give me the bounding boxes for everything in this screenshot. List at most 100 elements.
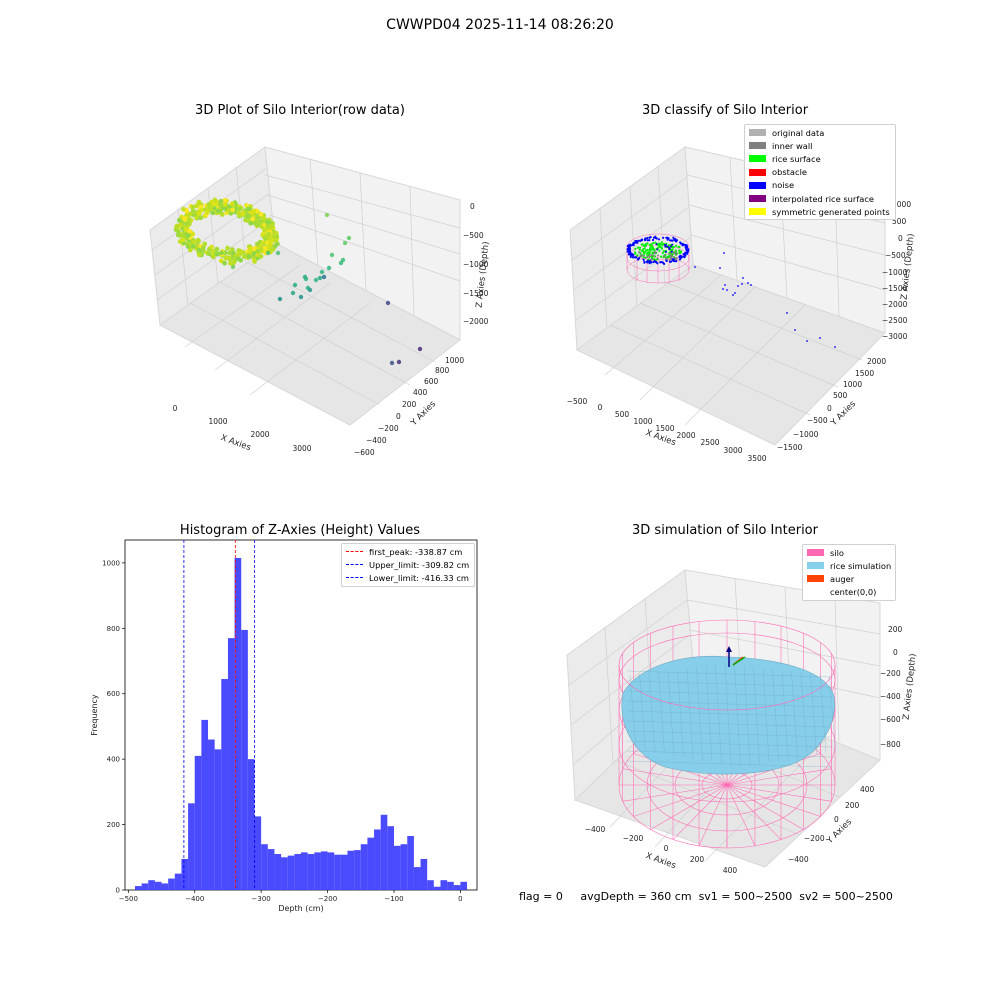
noise-point: [794, 329, 796, 331]
classify-legend: original data inner wall rice surface ob…: [744, 124, 896, 221]
legend-label: center(0,0): [830, 587, 877, 598]
rice-mesh-line: [626, 670, 832, 678]
raw-y-tick: 200: [402, 400, 417, 409]
raw-point: [266, 231, 272, 237]
inner-wall-point: [648, 255, 651, 258]
inner-wall-point: [675, 257, 678, 260]
histogram-bar: [148, 880, 155, 890]
raw-point: [183, 227, 189, 232]
raw-sparse-point: [342, 240, 348, 246]
raw-y-tick: −200: [378, 424, 399, 433]
rice-mesh-line: [743, 665, 751, 766]
classify-x-tick: −500: [567, 397, 588, 406]
noise-point: [652, 260, 655, 264]
raw-point: [229, 201, 235, 207]
raw-sparse-point: [346, 235, 352, 241]
raw-sparse-point: [290, 290, 296, 296]
histogram-x-tick-label: −500: [119, 895, 138, 903]
noise-point: [646, 239, 649, 242]
inner-wall-point: [646, 256, 649, 259]
noise-point: [657, 238, 661, 241]
silo-bottom-spoke: [726, 784, 782, 840]
classify-x-tick: 2500: [700, 438, 719, 447]
raw-sparse-point: [321, 274, 327, 280]
raw-point: [254, 241, 260, 247]
legend-label: noise: [772, 180, 795, 191]
simulation-x-tick: 400: [723, 866, 738, 875]
simulation-y-tick: 400: [860, 785, 875, 794]
classify-y-tick: −1000: [793, 430, 819, 439]
simulation-plot-title: 3D simulation of Silo Interior: [632, 523, 818, 538]
raw-sparse-point: [265, 250, 271, 256]
noise-point: [742, 277, 744, 279]
rice-surface-point: [651, 246, 655, 249]
raw-point: [266, 235, 272, 241]
classify-z-tick: −1500: [882, 284, 908, 293]
legend-entry-first-peak: first_peak: -338.87 cm: [342, 545, 474, 558]
histogram-x-tick-label: −100: [384, 895, 403, 903]
legend-label: obstacle: [772, 167, 807, 178]
raw-point: [244, 218, 250, 223]
noise-point: [644, 237, 647, 240]
raw-y-tick: 600: [424, 377, 439, 386]
histogram-bar: [433, 886, 441, 890]
classify-z-tick: 500: [892, 217, 907, 226]
simulation-y-tick: 200: [845, 801, 860, 810]
rice-mesh-line: [658, 671, 665, 755]
raw-point: [176, 217, 182, 223]
noise-point: [679, 256, 682, 259]
histogram-y-tick-label: 0: [116, 887, 120, 895]
raw-point: [206, 203, 212, 209]
inner-wall-point: [648, 254, 651, 257]
silo-bottom-spoke: [726, 784, 832, 802]
rice-surface-point: [645, 252, 648, 255]
raw-z-tick: −2000: [463, 317, 489, 326]
histogram-bar: [201, 719, 209, 890]
rice-surface-point: [648, 247, 652, 250]
rice-surface-point: [662, 250, 666, 253]
legend-label: silo: [830, 547, 845, 558]
raw-point: [186, 217, 192, 223]
noise-point: [747, 282, 749, 284]
legend-entry-original-data: original data: [745, 126, 895, 139]
simulation-y-tick: −400: [788, 855, 809, 864]
raw-point: [200, 245, 206, 251]
histogram-bar: [400, 844, 408, 890]
silo-bottom-spoke: [698, 784, 728, 846]
raw-point: [206, 251, 211, 257]
noise-point: [664, 250, 667, 253]
raw-point: [212, 200, 218, 206]
noise-point: [834, 346, 836, 348]
silo-bottom-spoke: [633, 784, 728, 817]
raw-sparse-point: [319, 269, 325, 275]
histogram-bar: [301, 852, 308, 890]
rice-surface-point: [660, 246, 663, 249]
simulation-x-tick: −200: [623, 834, 644, 843]
inner-wall-point: [640, 254, 643, 257]
noise-point: [627, 246, 630, 249]
rice-surface-point: [650, 248, 654, 251]
histogram-bar: [307, 854, 315, 890]
simulation-x-tick: 0: [664, 844, 669, 853]
rice-mesh-line: [705, 665, 713, 763]
classify-y-tick: 500: [833, 391, 848, 400]
raw-sparse-point: [298, 294, 304, 300]
rice-surface-point: [636, 246, 639, 249]
histogram-bar: [208, 739, 215, 890]
rice-surface-point: [652, 257, 656, 261]
raw-point: [214, 246, 220, 252]
noise-point: [685, 248, 689, 251]
histogram-bar: [327, 852, 335, 890]
histogram-bar: [367, 837, 375, 890]
rice-surface-point: [654, 241, 657, 244]
legend-label: original data: [772, 127, 825, 138]
legend-entry-rice-simulation: rice simulation: [803, 559, 895, 572]
inner-wall-point: [650, 253, 653, 256]
noise-point: [806, 340, 808, 342]
noise-point: [732, 294, 734, 296]
rice-surface-point: [644, 249, 648, 252]
inner-wall-point: [656, 257, 659, 260]
histogram-x-tick-label: −400: [185, 895, 204, 903]
rice-mesh-line: [781, 670, 789, 760]
raw-point: [254, 215, 260, 221]
